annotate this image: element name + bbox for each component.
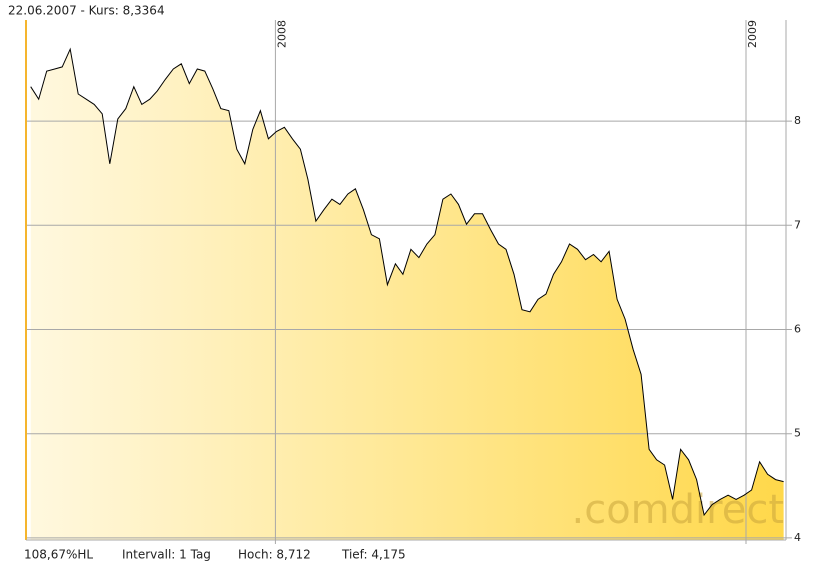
- header: 22.06.2007 - Kurs: 8,3364: [8, 4, 165, 18]
- y-tick-label: 6: [794, 322, 801, 335]
- y-tick-label: 5: [794, 427, 801, 440]
- watermark: .comdirect: [572, 487, 785, 533]
- price-line: [30, 47, 784, 517]
- y-tick-label: 4: [794, 531, 801, 544]
- x-tick-label: 2008: [275, 20, 288, 48]
- y-tick-label: 7: [794, 218, 801, 231]
- footer-item: Intervall: 1 Tag: [122, 548, 211, 562]
- area-fill: [30, 49, 784, 540]
- x-tick-label: 2009: [746, 20, 759, 48]
- y-tick-label: 8: [794, 114, 801, 127]
- footer-item: Tief: 4,175: [341, 548, 406, 562]
- footer-item: 108,67%HL: [24, 548, 93, 562]
- footer-item: Hoch: 8,712: [238, 548, 311, 562]
